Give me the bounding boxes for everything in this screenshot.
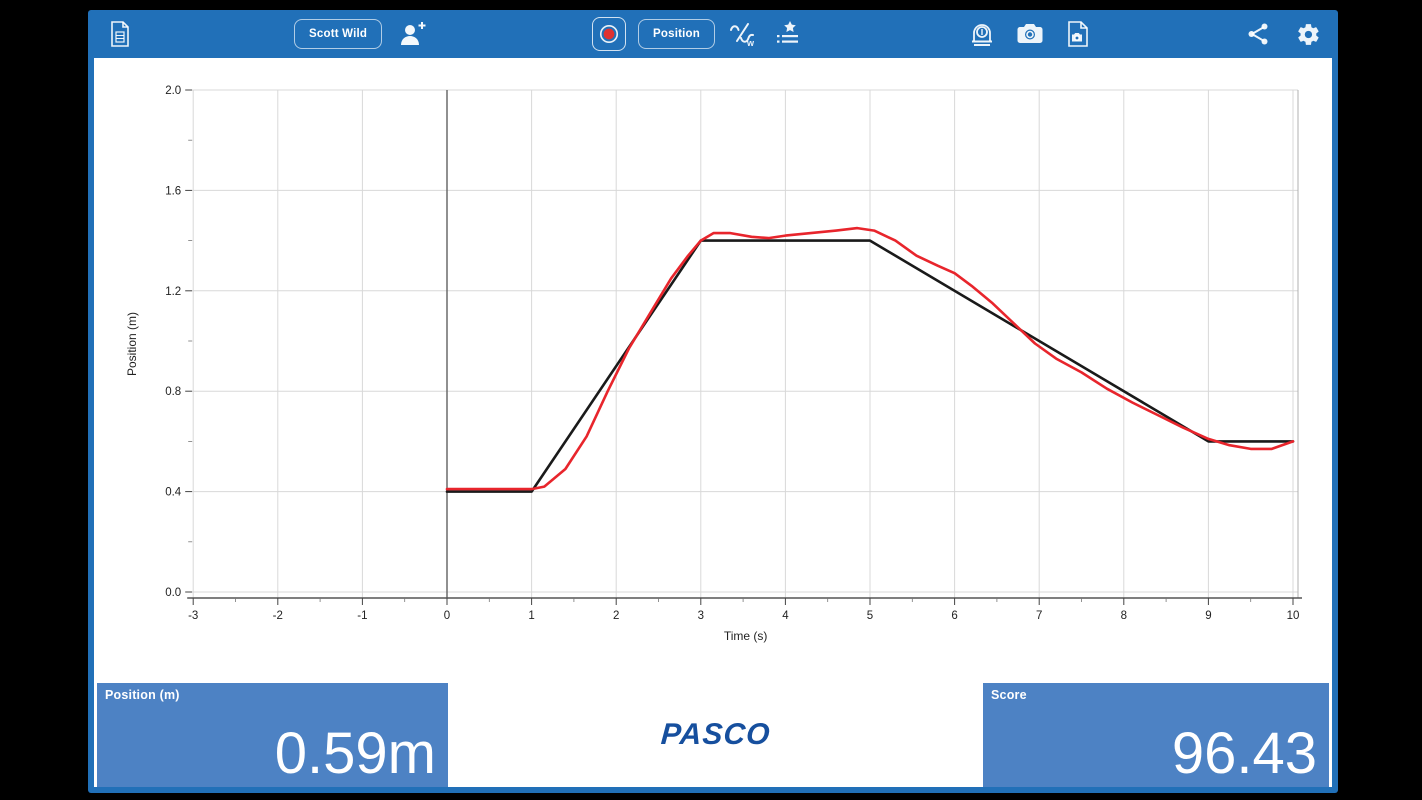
svg-text:-2: -2 — [273, 610, 283, 622]
x-axis-title: Time (s) — [724, 629, 768, 643]
svg-text:1.6: 1.6 — [165, 185, 181, 197]
camera-icon[interactable] — [1014, 18, 1046, 50]
content-area: -3 -2 -1 0 1 2 3 4 5 6 7 8 9 10 0.0 0.4 0.8 1.2 1.6 2.0 Time… — [94, 58, 1332, 787]
svg-text:-3: -3 — [188, 610, 198, 622]
score-display[interactable]: Score 96.43 — [983, 683, 1329, 787]
svg-text:1: 1 — [528, 610, 534, 622]
score-display-value: 96.43 — [1171, 721, 1317, 786]
svg-text:0.4: 0.4 — [165, 487, 182, 499]
position-time-graph[interactable]: -3 -2 -1 0 1 2 3 4 5 6 7 8 9 10 0.0 0.4 0.8 1.2 1.6 2.0 Time… — [94, 58, 1332, 658]
brand-area: PASCO — [448, 683, 983, 787]
svg-text:10: 10 — [1287, 610, 1300, 622]
document-camera-icon[interactable] — [1062, 18, 1094, 50]
bottom-panels: Position (m) 0.59m PASCO Score 96.43 — [94, 683, 1332, 787]
svg-text:2: 2 — [613, 610, 619, 622]
user-button[interactable]: Scott Wild — [294, 19, 383, 49]
svg-text:1.2: 1.2 — [165, 286, 181, 298]
svg-text:w: w — [746, 38, 755, 48]
svg-text:0.0: 0.0 — [165, 587, 181, 599]
svg-text:0: 0 — [444, 610, 450, 622]
svg-text:3: 3 — [698, 610, 704, 622]
svg-text:0.8: 0.8 — [165, 386, 181, 398]
position-display-label: Position (m) — [105, 688, 180, 702]
position-digits-display[interactable]: Position (m) 0.59m — [97, 683, 448, 787]
share-icon[interactable] — [1242, 18, 1274, 50]
position-display-value: 0.59m — [274, 721, 436, 786]
target-path-line — [445, 239, 1295, 493]
waveform-icon[interactable]: w — [727, 18, 759, 50]
svg-text:9: 9 — [1205, 610, 1211, 622]
recorded-position-line — [445, 226, 1295, 491]
svg-text:2.0: 2.0 — [165, 85, 181, 97]
document-icon[interactable] — [104, 18, 136, 50]
y-axis-title: Position (m) — [125, 312, 139, 376]
svg-text:5: 5 — [867, 610, 873, 622]
motion-sensor-icon[interactable] — [966, 18, 998, 50]
app-window: Scott Wild Position — [88, 10, 1338, 793]
starred-list-icon[interactable] — [771, 18, 803, 50]
record-button[interactable] — [592, 17, 626, 51]
svg-text:8: 8 — [1121, 610, 1127, 622]
display-mode-button[interactable]: Position — [638, 19, 715, 49]
gear-icon[interactable] — [1292, 18, 1324, 50]
svg-text:7: 7 — [1036, 610, 1042, 622]
content-spacer — [94, 658, 1332, 683]
chart-canvas[interactable]: -3 -2 -1 0 1 2 3 4 5 6 7 8 9 10 0.0 0.4 0.8 1.2 1.6 2.0 Time… — [94, 58, 1332, 658]
record-dot — [603, 28, 615, 40]
toolbar: Scott Wild Position — [94, 10, 1332, 58]
score-display-label: Score — [991, 688, 1027, 702]
svg-text:4: 4 — [782, 610, 789, 622]
svg-text:6: 6 — [951, 610, 957, 622]
add-user-icon[interactable] — [396, 18, 428, 50]
svg-text:-1: -1 — [357, 610, 367, 622]
pasco-logo: PASCO — [659, 718, 772, 751]
